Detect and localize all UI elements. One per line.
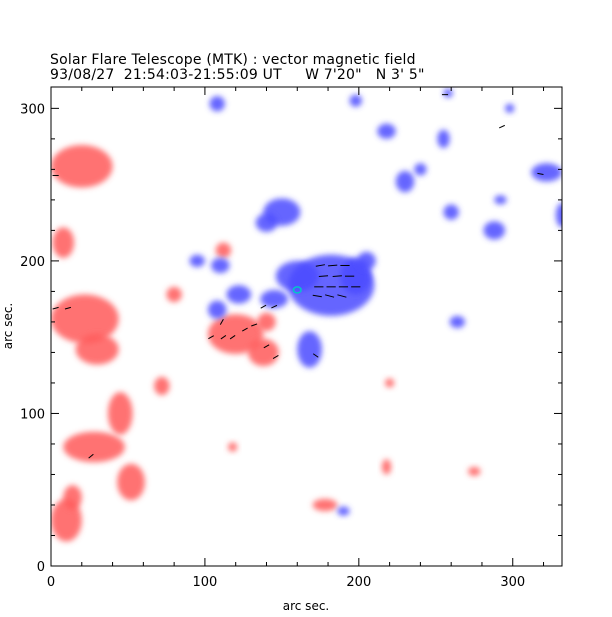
- field-vector-3: [88, 453, 94, 459]
- negative-field-region-7: [297, 331, 322, 368]
- negative-field-region-12: [209, 96, 225, 112]
- negative-field-region-19: [555, 202, 562, 228]
- positive-field-region-7: [51, 498, 82, 542]
- field-vector-2: [64, 306, 72, 310]
- positive-field-region-17: [381, 459, 392, 475]
- negative-field-region-3: [357, 251, 376, 271]
- field-vector-19: [332, 275, 342, 278]
- negative-field-region-14: [395, 170, 415, 193]
- x-axis-label: arc sec.: [283, 599, 329, 613]
- positive-field-region-3: [75, 334, 119, 365]
- field-vector-4: [208, 335, 214, 340]
- positive-field-region-18: [468, 466, 481, 476]
- negative-field-region-1: [275, 260, 319, 292]
- y-tick-label: 0: [37, 560, 45, 575]
- x-tick-label: 200: [346, 575, 371, 590]
- field-vector-30: [537, 172, 544, 175]
- negative-field-region-13: [377, 123, 396, 139]
- field-vector-6: [229, 335, 236, 340]
- positive-field-region-6: [117, 463, 145, 501]
- y-tick-label: 100: [20, 407, 45, 422]
- positive-field-region-5: [63, 431, 125, 463]
- field-vector-8: [219, 319, 224, 325]
- positive-field-region-9: [207, 314, 264, 354]
- field-vector-9: [251, 323, 258, 327]
- positive-field-region-2: [51, 294, 119, 344]
- negative-field-region-25: [505, 103, 515, 113]
- positive-field-region-16: [384, 378, 395, 388]
- axis-ticks: 0 100 200 300 0 100 200 300: [20, 87, 562, 590]
- negative-field-region-20: [437, 129, 450, 149]
- field-vector-16: [328, 264, 338, 267]
- field-vector-12: [263, 344, 270, 349]
- positive-field-region-19: [228, 442, 238, 452]
- y-tick-label: 300: [20, 102, 45, 117]
- y-axis-label: arc sec.: [1, 303, 15, 349]
- x-tick-label: 300: [500, 575, 525, 590]
- negative-field-region-16: [443, 204, 459, 220]
- plot-frame: [50, 86, 563, 567]
- field-vector-7: [242, 327, 248, 332]
- x-tick-label: 100: [193, 575, 218, 590]
- field-vector-13: [272, 355, 279, 359]
- negative-field-region-23: [494, 195, 507, 205]
- positive-field-region-4: [107, 392, 133, 435]
- negative-field-region-18: [531, 163, 562, 182]
- transverse-field-vectors: [52, 94, 544, 459]
- negative-field-region-24: [443, 88, 453, 98]
- positive-field-region-11: [257, 312, 276, 332]
- magnetic-field-map: [51, 88, 562, 542]
- positive-field-region-1: [52, 227, 75, 258]
- field-vector-18: [318, 275, 329, 278]
- positive-field-region-0: [51, 144, 113, 188]
- y-tick-label: 200: [20, 255, 45, 270]
- positive-field-region-13: [166, 286, 182, 303]
- contour-0: [292, 286, 302, 294]
- chart-subtitle: 93/08/27 21:54:03-21:55:09 UT W 7'20" N …: [50, 67, 425, 83]
- negative-field-region-6: [207, 300, 227, 319]
- field-vector-26: [324, 294, 335, 298]
- positive-field-region-15: [312, 498, 338, 512]
- field-vector-11: [271, 304, 278, 309]
- negative-field-region-5: [226, 285, 252, 304]
- negative-field-region-4: [260, 289, 289, 309]
- field-vector-1: [52, 306, 59, 310]
- field-vector-15: [315, 264, 325, 267]
- field-vector-29: [498, 124, 505, 129]
- negative-field-region-22: [449, 315, 466, 329]
- field-vector-27: [337, 294, 347, 298]
- positive-field-region-14: [215, 242, 232, 258]
- field-vector-10: [260, 304, 267, 309]
- x-tick-label: 0: [47, 575, 55, 590]
- negative-field-region-11: [189, 254, 205, 268]
- positive-field-region-10: [248, 338, 279, 367]
- field-vector-14: [312, 353, 319, 358]
- positive-field-region-12: [154, 376, 170, 396]
- contour-layer: [292, 286, 302, 294]
- negative-field-region-9: [255, 213, 278, 232]
- field-vector-5: [220, 335, 227, 340]
- negative-field-region-10: [211, 257, 230, 274]
- negative-field-region-26: [337, 506, 350, 516]
- chart-title: Solar Flare Telescope (MTK) : vector mag…: [50, 52, 416, 68]
- field-vector-25: [312, 294, 322, 298]
- negative-field-region-21: [349, 94, 362, 107]
- positive-field-region-8: [63, 485, 82, 510]
- negative-field-region-15: [414, 163, 427, 176]
- negative-field-region-17: [483, 221, 506, 240]
